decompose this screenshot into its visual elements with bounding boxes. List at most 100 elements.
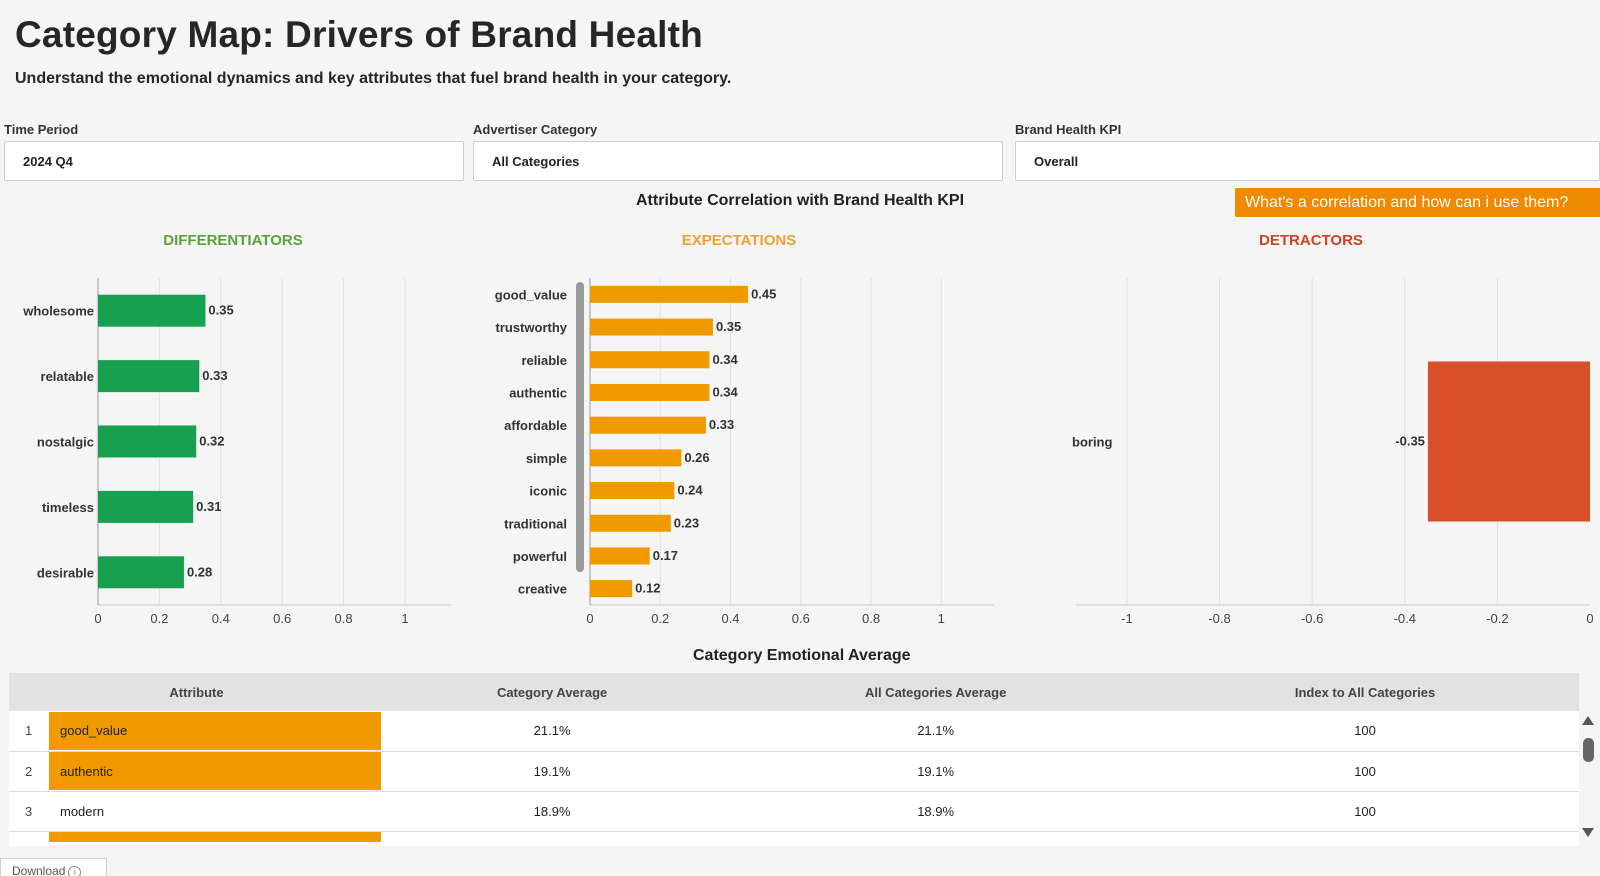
row-number: 1 [9, 711, 49, 752]
data-label-traditional: 0.23 [674, 515, 699, 530]
index-cell: 100 [1151, 751, 1579, 792]
page-title: Category Map: Drivers of Brand Health [15, 14, 703, 55]
bar-traditional [590, 514, 671, 532]
advertiser-category-filter: Advertiser Category All Categories [473, 122, 1003, 181]
category-average-cell: 19.1% [384, 751, 721, 792]
bar-iconic [590, 482, 675, 500]
category-label-affordable: affordable [504, 418, 567, 433]
kpi-label: Brand Health KPI [1015, 122, 1122, 137]
kpi-filter: Brand Health KPI Overall [1015, 122, 1600, 181]
scroll-up-arrow[interactable] [1582, 716, 1594, 725]
row-number: 3 [9, 791, 49, 832]
scrollbar-thumb[interactable] [1583, 738, 1594, 762]
chart-title-differentiators: DIFFERENTIATORS [163, 232, 302, 249]
category-label-authentic: authentic [509, 385, 567, 400]
bar-boring [1427, 361, 1590, 522]
category-label-traditional: traditional [504, 516, 567, 531]
data-label-good-value: 0.45 [751, 286, 776, 301]
row-number: 2 [9, 751, 49, 792]
data-label-nostalgic: 0.32 [199, 434, 224, 449]
all-categories-average-cell: 18.9% [720, 791, 1152, 832]
tick-label: 0.8 [862, 611, 880, 626]
all-categories-average-cell: 21.1% [720, 711, 1152, 752]
category-label-simple: simple [526, 451, 567, 466]
category-label-good-value: good_value [495, 287, 567, 302]
table-row-partial [9, 831, 1579, 842]
page-subtitle: Understand the emotional dynamics and ke… [15, 70, 732, 87]
table-row[interactable]: 3 modern 18.9% 18.9% 100 [9, 791, 1579, 832]
data-label-reliable: 0.34 [712, 352, 738, 367]
time-period-label: Time Period [4, 122, 79, 137]
tick-label: 0.4 [212, 611, 230, 626]
attribute-name: modern [60, 803, 105, 819]
correlation-help-button[interactable]: What's a correlation and how can i use t… [1235, 188, 1600, 217]
scroll-down-arrow[interactable] [1582, 828, 1594, 837]
time-period-select[interactable]: 2024 Q4 [4, 141, 464, 181]
column-header-attribute[interactable]: Attribute [9, 673, 384, 711]
correlation-charts: DIFFERENTIATORS 0 0.2 0.4 0.6 0.8 1 wholesome 0.… [22, 232, 1593, 626]
chart-title-expectations: EXPECTATIONS [682, 232, 796, 249]
tick-label: 1 [938, 611, 945, 626]
tick-label: 0 [1586, 611, 1593, 626]
category-label-relatable: relatable [41, 369, 94, 384]
bar-authentic [590, 383, 710, 401]
data-label-desirable: 0.28 [187, 564, 212, 579]
tick-label: 0.2 [651, 611, 669, 626]
bar-simple [590, 449, 682, 467]
tick-label: -0.8 [1208, 611, 1230, 626]
attribute-name: authentic [49, 752, 381, 790]
chart-title-detractors: DETRACTORS [1259, 232, 1363, 249]
tick-label: -0.6 [1301, 611, 1323, 626]
bar-reliable [590, 351, 710, 369]
data-label-affordable: 0.33 [709, 417, 734, 432]
bar-relatable [98, 360, 200, 393]
category-label-trustworthy: trustworthy [496, 320, 568, 335]
category-average-cell: 18.9% [384, 791, 721, 832]
attribute-name: good_value [49, 711, 381, 750]
category-label-desirable: desirable [37, 565, 94, 580]
tick-label: -0.4 [1394, 611, 1416, 626]
attribute-fill-partial [49, 831, 381, 842]
bar-trustworthy [590, 318, 713, 336]
category-label-timeless: timeless [42, 500, 94, 515]
tick-label: 0 [586, 611, 593, 626]
download-label: Download [12, 864, 66, 876]
data-label-boring: -0.35 [1395, 434, 1425, 449]
data-label-relatable: 0.33 [202, 368, 227, 383]
tick-label: 0.2 [150, 611, 168, 626]
tick-label: 0.4 [721, 611, 739, 626]
data-label-simple: 0.26 [684, 450, 709, 465]
all-categories-average-cell: 19.1% [720, 751, 1152, 792]
table-row[interactable]: 2 authentic 19.1% 19.1% 100 [9, 751, 1579, 792]
bar-nostalgic [98, 425, 197, 458]
data-label-iconic: 0.24 [677, 483, 703, 498]
tick-label: 0.8 [335, 611, 353, 626]
time-period-filter: Time Period 2024 Q4 [4, 122, 464, 181]
category-label-boring: boring [1072, 435, 1112, 450]
index-cell: 100 [1151, 791, 1579, 832]
table-row[interactable]: 1 good_value 21.1% 21.1% 100 [9, 711, 1579, 752]
tick-label: -0.2 [1486, 611, 1508, 626]
bar-powerful [590, 547, 650, 565]
column-header-all-categories-average[interactable]: All Categories Average [720, 673, 1152, 711]
index-cell: 100 [1151, 711, 1579, 752]
kpi-select[interactable]: Overall [1015, 141, 1600, 181]
tick-label: 1 [401, 611, 408, 626]
attribute-cell: modern [49, 791, 384, 832]
emotional-average-table: Attribute Category Average All Categorie… [9, 673, 1579, 846]
bar-desirable [98, 556, 184, 589]
download-button[interactable]: Download i [0, 858, 107, 876]
attribute-cell: authentic [49, 751, 384, 792]
category-label-iconic: iconic [529, 484, 567, 499]
table-header-row: Attribute Category Average All Categorie… [9, 673, 1579, 711]
advertiser-category-select[interactable]: All Categories [473, 141, 1003, 181]
column-header-category-average[interactable]: Category Average [384, 673, 721, 711]
bar-creative [590, 580, 633, 598]
data-label-timeless: 0.31 [196, 499, 221, 514]
column-header-index[interactable]: Index to All Categories [1151, 673, 1579, 711]
emotional-table-title: Category Emotional Average [693, 647, 911, 664]
category-label-creative: creative [518, 582, 567, 597]
attribute-cell: good_value [49, 711, 384, 752]
chart-scrollbar [576, 282, 584, 572]
bar-affordable [590, 416, 706, 434]
